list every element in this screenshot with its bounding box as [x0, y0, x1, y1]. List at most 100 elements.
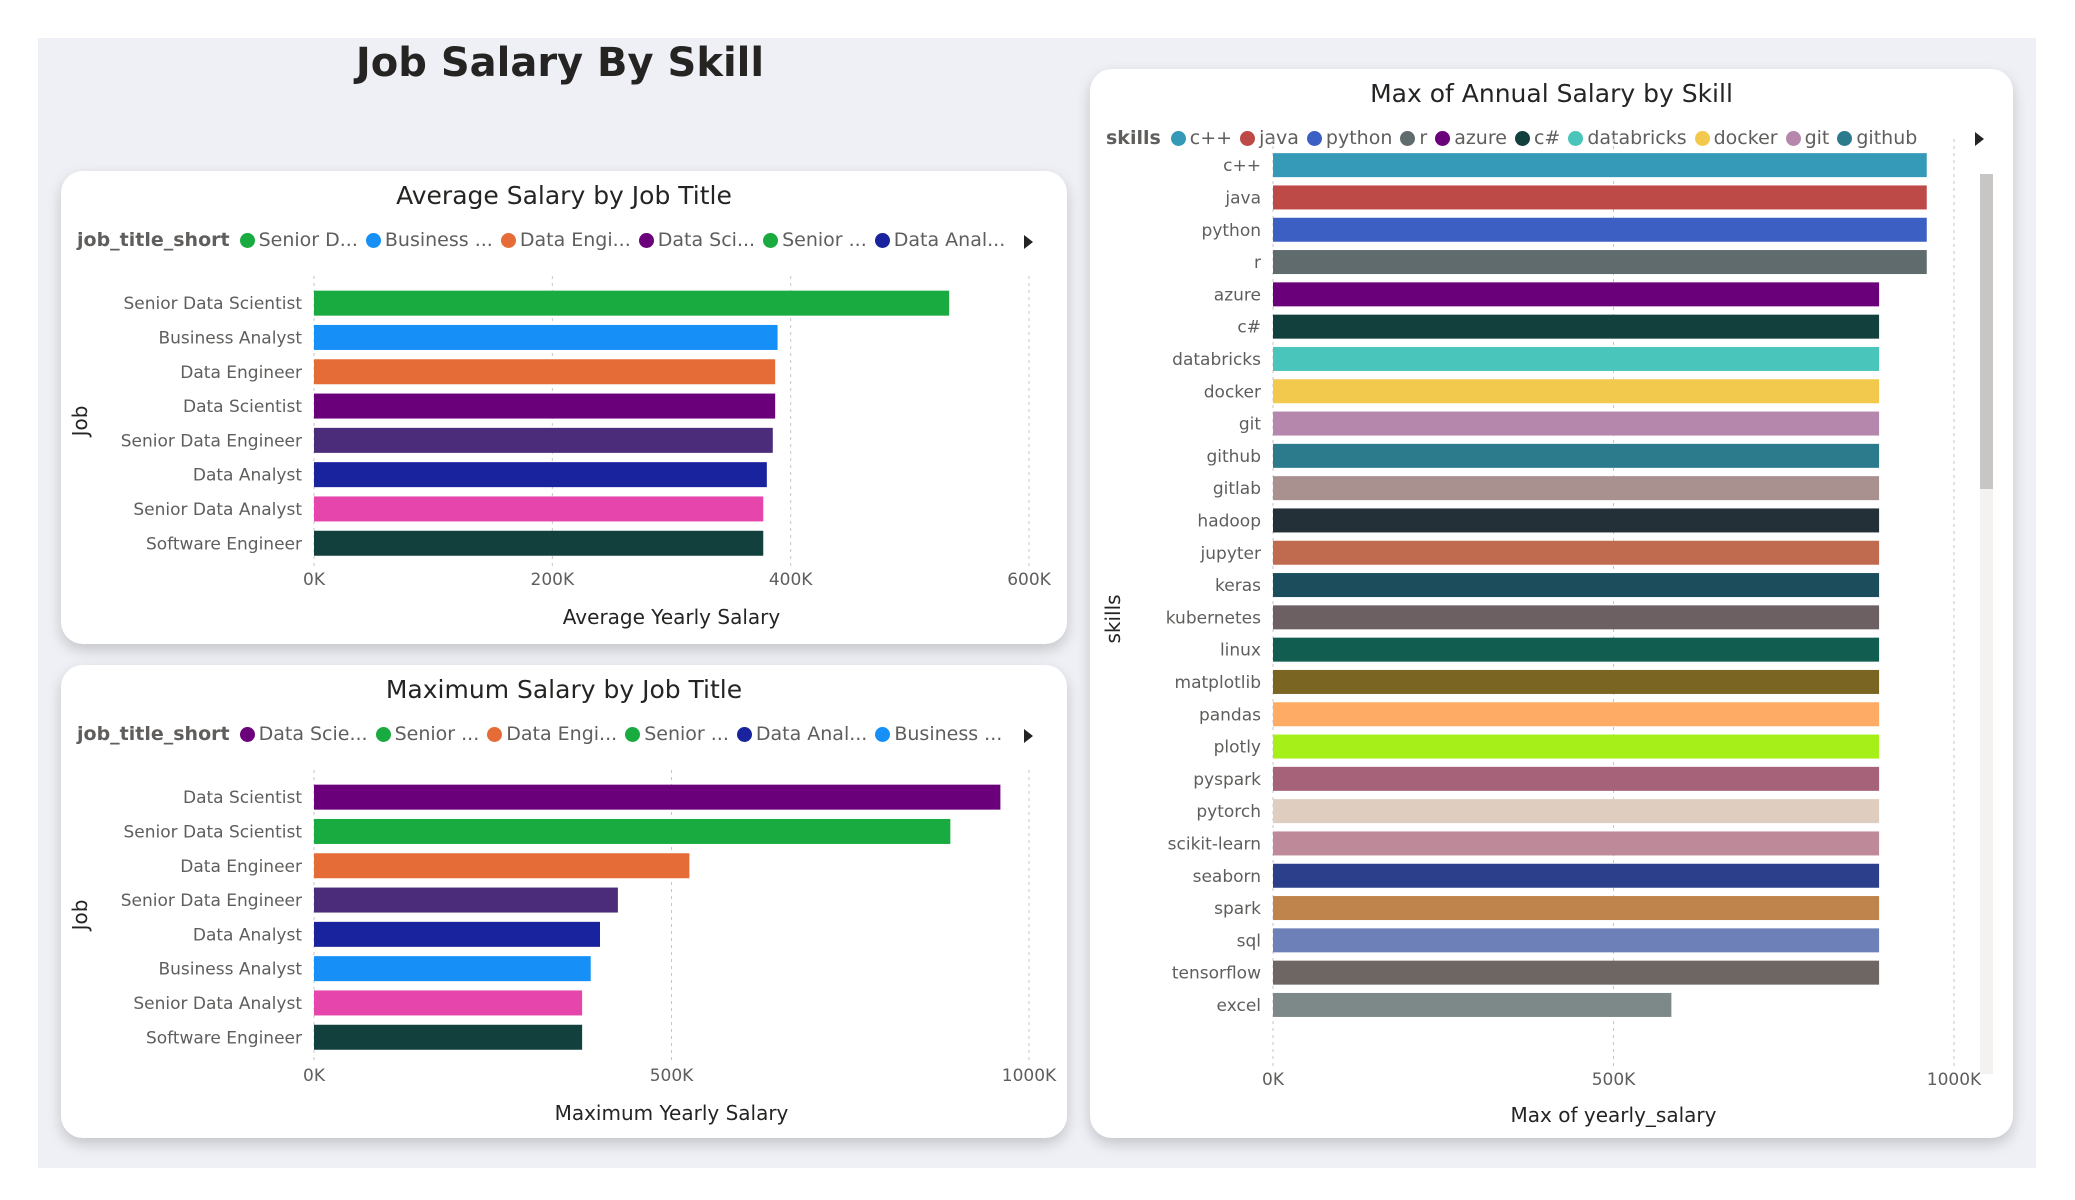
legend-item[interactable]: Data Engi... [487, 723, 617, 745]
legend-item[interactable]: git [1785, 127, 1830, 149]
x-tick-label: 400K [769, 570, 813, 590]
y-axis-title: Job [68, 900, 92, 933]
legend-item[interactable]: databricks [1568, 127, 1687, 149]
y-category-label: git [1239, 415, 1262, 435]
legend-swatch [239, 726, 255, 742]
y-category-label: Data Scientist [183, 397, 302, 417]
x-tick-label: 500K [650, 1066, 694, 1086]
legend-item[interactable]: Senior ... [375, 723, 480, 745]
legend-swatch [1435, 130, 1451, 146]
legend-item[interactable]: Data Anal... [874, 229, 1005, 251]
bar [1273, 346, 1880, 371]
legend-item[interactable]: azure [1435, 127, 1507, 149]
legend-item[interactable]: c++ [1170, 127, 1232, 149]
y-category-label: docker [1204, 382, 1261, 402]
bar [1273, 831, 1880, 856]
page-title: Job Salary By Skill [355, 40, 765, 86]
legend-next-arrow-icon[interactable] [1975, 132, 1984, 146]
legend-swatch [375, 726, 391, 742]
legend-label: Data Anal... [755, 723, 868, 745]
legend-swatch [500, 232, 516, 248]
legend-item[interactable]: c# [1514, 127, 1561, 149]
bar [314, 393, 776, 419]
bar [314, 530, 764, 556]
bar [314, 324, 778, 350]
avg-salary-plot: 0K 200K 400K 600K Senior Data Scientist Busin… [68, 276, 1052, 629]
legend-item[interactable]: Business ... [875, 723, 1002, 745]
legend-item[interactable]: docker [1694, 127, 1778, 149]
y-category-label: hadoop [1197, 511, 1261, 531]
legend-label: databricks [1587, 127, 1687, 149]
legend-swatch [1240, 130, 1256, 146]
legend-next-arrow-icon[interactable] [1024, 729, 1033, 743]
y-category-label: python [1202, 221, 1261, 241]
legend-item[interactable]: Data Anal... [736, 723, 868, 745]
chart-legend[interactable]: skills c++ java python r azure c# databricks doc… [1106, 127, 1925, 149]
legend-label: git [1804, 127, 1830, 149]
y-category-label: gitlab [1213, 479, 1261, 499]
y-category-label: Data Analyst [193, 466, 302, 486]
bar [1273, 185, 1927, 210]
skill-salary-card[interactable]: Max of Annual Salary by Skill skills c++ j… [1090, 69, 2013, 1138]
bar [1273, 443, 1880, 468]
legend-item[interactable]: java [1240, 127, 1299, 149]
legend-label: c# [1533, 127, 1561, 149]
legend-item[interactable]: Data Sci... [638, 229, 755, 251]
legend-item[interactable]: Data Scie... [239, 723, 368, 745]
avg-salary-card[interactable]: Average Salary by Job Title job_title_sh… [61, 171, 1067, 644]
y-category-label: Senior Data Scientist [123, 294, 302, 314]
legend-swatch [365, 232, 381, 248]
bar [314, 956, 591, 982]
bar [314, 1024, 583, 1050]
x-tick-label: 1000K [1002, 1066, 1057, 1086]
legend-item[interactable]: github [1837, 127, 1917, 149]
chart-legend[interactable]: job_title_short Senior D... Business ... Da… [77, 229, 1013, 251]
bar [1273, 605, 1880, 630]
legend-item[interactable]: r [1400, 127, 1427, 149]
bar [314, 887, 618, 913]
y-category-label: r [1254, 253, 1261, 273]
legend-item[interactable]: Senior D... [239, 229, 358, 251]
y-category-label: tensorflow [1172, 964, 1261, 984]
legend-swatch [1514, 130, 1530, 146]
bar [1273, 928, 1880, 953]
legend-label: Data Scie... [258, 723, 368, 745]
y-category-label: Data Scientist [183, 788, 302, 808]
legend-swatch [763, 232, 779, 248]
legend-label: docker [1713, 127, 1778, 149]
bar [314, 921, 600, 947]
y-axis-title: skills [1101, 594, 1125, 643]
legend-label: Senior ... [394, 723, 480, 745]
y-category-label: azure [1214, 285, 1261, 305]
y-category-label: scikit-learn [1168, 834, 1261, 854]
chart-scrollbar-thumb[interactable] [1980, 174, 1993, 489]
legend-item[interactable]: Senior ... [763, 229, 867, 251]
bar [1273, 153, 1927, 178]
bar [1273, 314, 1880, 339]
y-category-label: kubernetes [1166, 608, 1261, 628]
legend-swatch [875, 726, 891, 742]
x-tick-label: 1000K [1927, 1070, 1982, 1090]
y-category-label: spark [1214, 899, 1261, 919]
bar [1273, 799, 1880, 824]
chart-title: Maximum Salary by Job Title [385, 675, 743, 704]
x-axis-title: Maximum Yearly Salary [555, 1101, 789, 1125]
y-axis-title: Job [68, 406, 92, 439]
bar [1273, 217, 1927, 242]
bar [1273, 863, 1880, 888]
legend-item[interactable]: python [1306, 127, 1392, 149]
max-salary-card[interactable]: Maximum Salary by Job Title job_title_sh… [61, 665, 1067, 1138]
bar [1273, 282, 1880, 307]
chart-legend[interactable]: job_title_short Data Scie... Senior ... Dat… [77, 723, 1010, 745]
y-category-label: github [1206, 447, 1261, 467]
y-category-label: Senior Data Scientist [123, 822, 302, 842]
legend-item[interactable]: Senior ... [625, 723, 729, 745]
legend-next-arrow-icon[interactable] [1024, 235, 1033, 249]
bar [1273, 508, 1880, 533]
legend-swatch [638, 232, 654, 248]
skill-salary-plot: 0K 500K 1000K c++ java python r azure c# databric… [1101, 139, 1982, 1127]
y-category-label: excel [1217, 996, 1261, 1016]
bar [314, 427, 773, 453]
legend-item[interactable]: Business ... [365, 229, 493, 251]
legend-item[interactable]: Data Engi... [500, 229, 631, 251]
